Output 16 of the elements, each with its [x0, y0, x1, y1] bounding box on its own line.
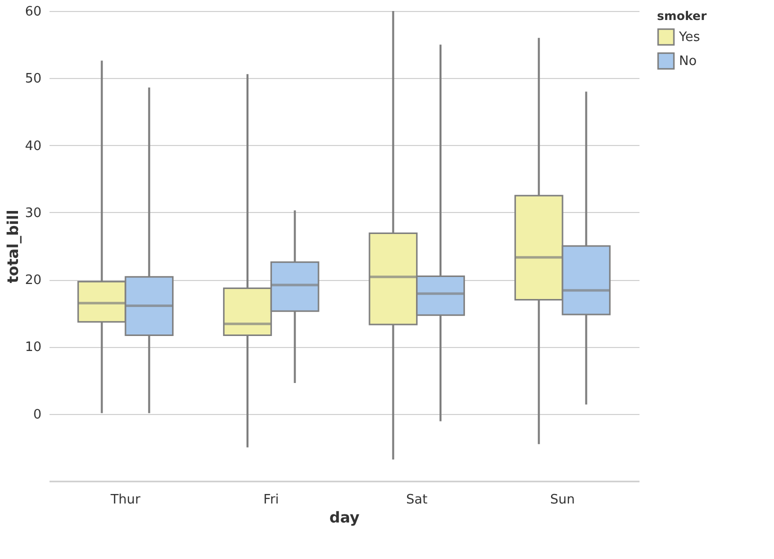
x-tick-label: Fri — [263, 492, 279, 508]
legend-label: Yes — [678, 30, 700, 45]
x-tick-label: Sat — [406, 492, 428, 508]
legend-label: No — [679, 54, 697, 69]
y-axis-title: total_bill — [4, 210, 22, 284]
y-tick-label: 10 — [24, 340, 42, 356]
y-tick-label: 20 — [24, 273, 42, 288]
x-tick-label: Thur — [110, 492, 142, 508]
legend-title: smoker — [657, 9, 707, 23]
y-tick-label: 60 — [24, 4, 42, 20]
y-tick-label: 30 — [24, 206, 42, 221]
y-tick-label: 0 — [33, 407, 42, 422]
x-axis-title: day — [329, 508, 360, 526]
x-tick-label: Sun — [550, 492, 575, 508]
y-tick-label: 50 — [24, 72, 42, 87]
y-tick-label: 40 — [24, 138, 42, 154]
